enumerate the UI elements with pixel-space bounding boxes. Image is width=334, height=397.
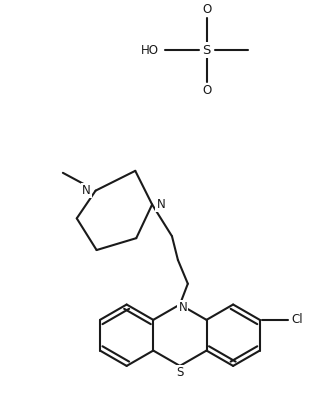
Text: Cl: Cl — [292, 313, 303, 326]
Text: S: S — [202, 44, 211, 56]
Text: N: N — [157, 198, 165, 211]
Text: HO: HO — [141, 44, 159, 56]
Text: O: O — [202, 3, 211, 16]
Text: O: O — [202, 84, 211, 97]
Text: N: N — [178, 301, 187, 314]
Text: S: S — [176, 366, 184, 380]
Text: N: N — [82, 184, 91, 197]
